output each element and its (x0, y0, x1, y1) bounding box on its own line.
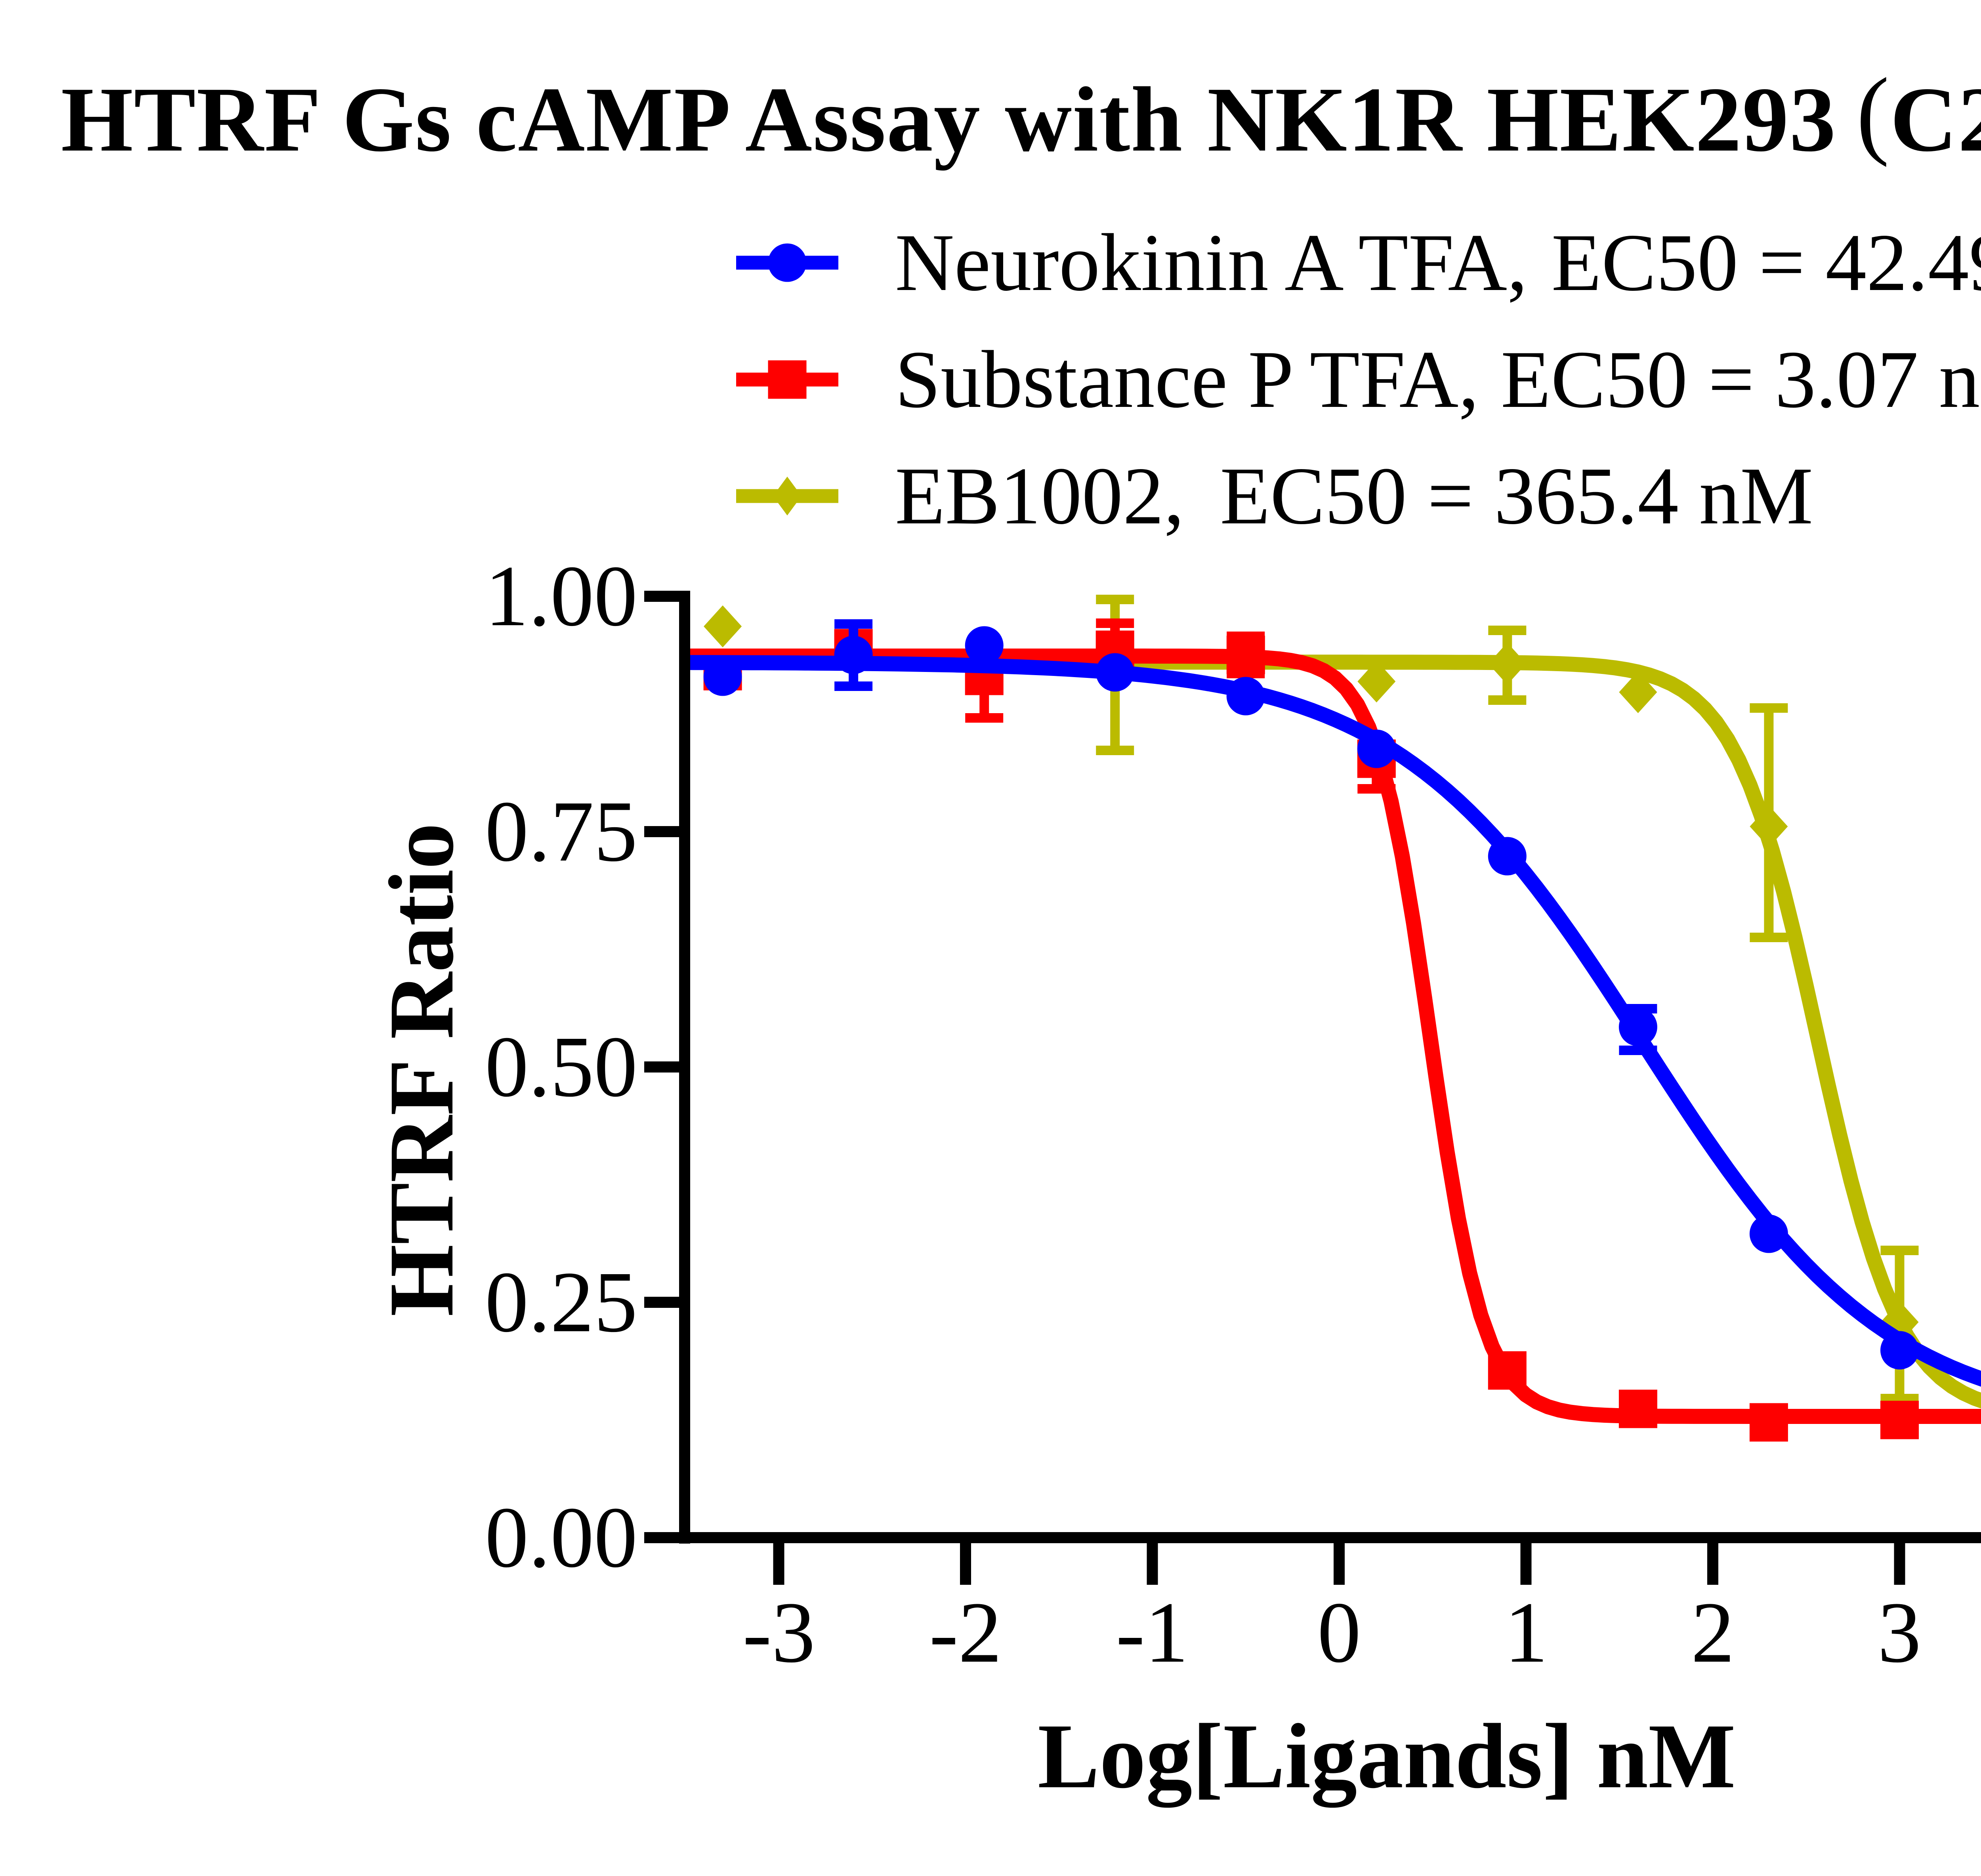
svg-text:Log[Ligands] nM: Log[Ligands] nM (1038, 1704, 1736, 1808)
svg-text:Neurokinin A TFA,EC50 = 42.49: Neurokinin A TFA,EC50 = 42.49 nM (895, 217, 1981, 308)
svg-text:1: 1 (1504, 1584, 1548, 1681)
svg-text:0.25: 0.25 (485, 1254, 637, 1350)
svg-text:HTRF Gs cAMP Assay with NK1R H: HTRF Gs cAMP Assay with NK1R HEK293(C2)i… (61, 58, 1981, 171)
svg-text:EB1002,EC50 = 365.4 nM: EB1002, EC50 = 365.4 nM (895, 450, 1813, 541)
svg-text:-1: -1 (1116, 1584, 1188, 1681)
svg-text:-2: -2 (929, 1584, 1002, 1681)
svg-text:0.00: 0.00 (485, 1489, 637, 1586)
svg-text:2: 2 (1691, 1584, 1735, 1681)
svg-text:Substance P TFA,EC50 = 3.07 nM: Substance P TFA,EC50 = 3.07 nM (895, 334, 1981, 425)
svg-text:-3: -3 (742, 1584, 815, 1681)
svg-text:1.00: 1.00 (485, 548, 637, 644)
svg-text:HTRF Ratio: HTRF Ratio (370, 823, 473, 1317)
svg-text:3: 3 (1878, 1584, 1921, 1681)
svg-text:0: 0 (1317, 1584, 1361, 1681)
svg-text:0.75: 0.75 (485, 783, 637, 880)
svg-text:0.50: 0.50 (485, 1018, 637, 1115)
